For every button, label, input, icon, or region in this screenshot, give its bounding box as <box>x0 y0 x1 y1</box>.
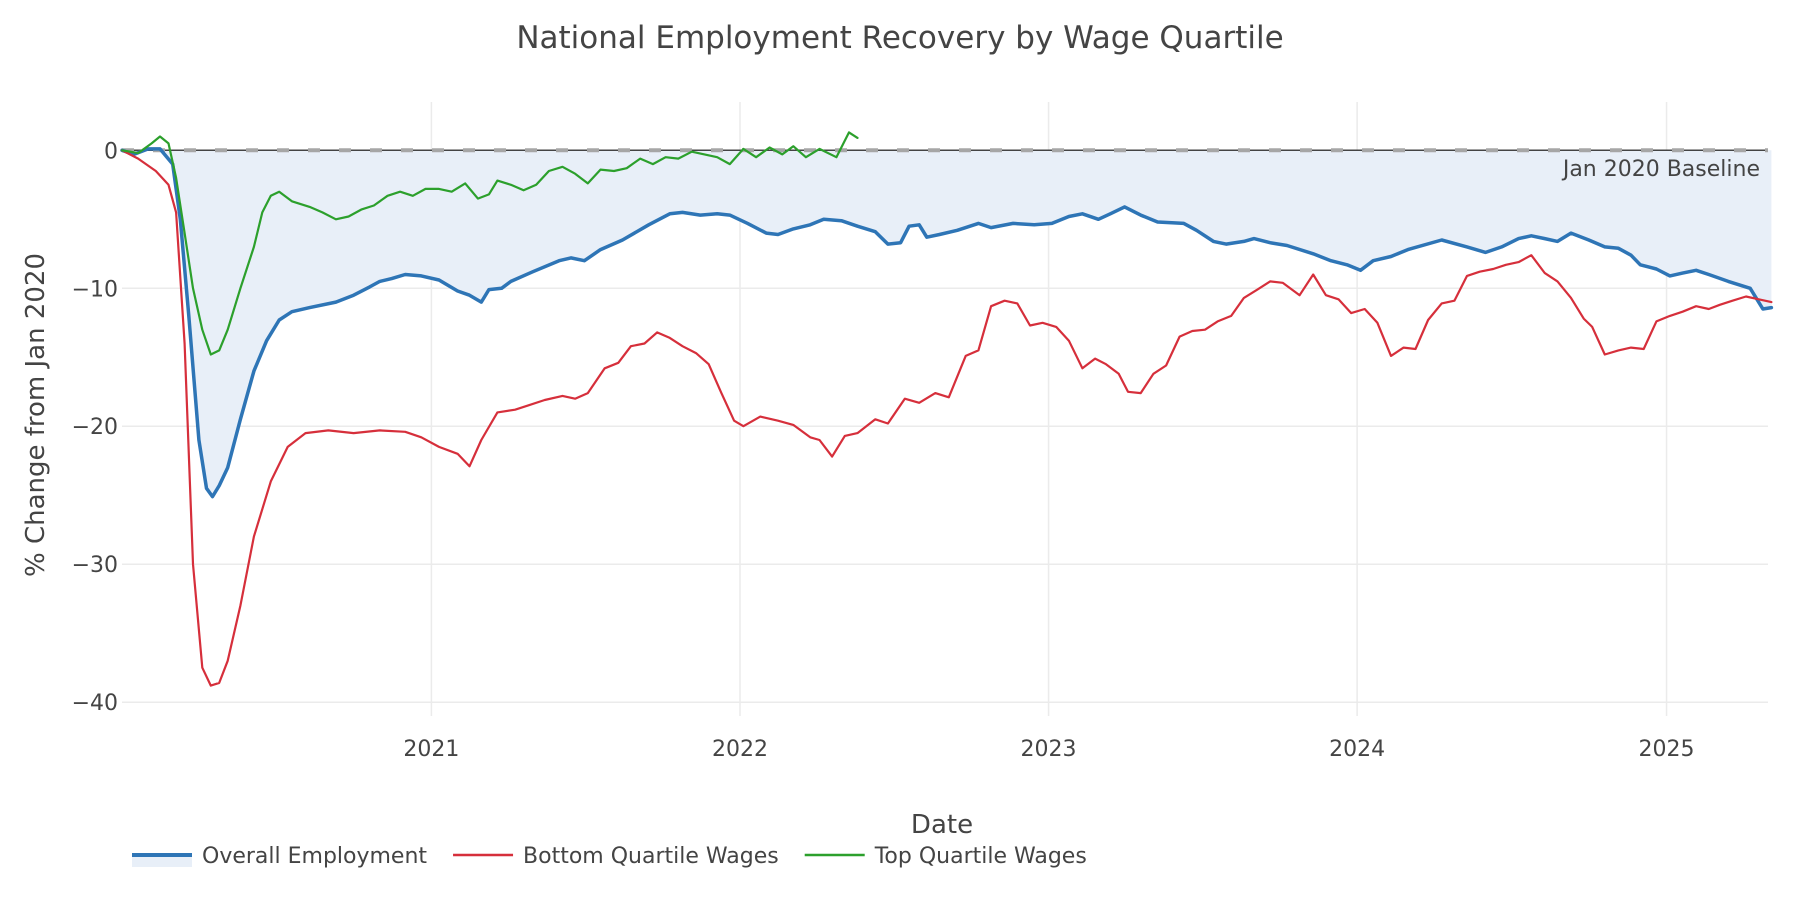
legend-item: Bottom Quartile Wages <box>453 844 779 869</box>
y-tick-label: −40 <box>72 691 118 716</box>
x-tick-label: 2023 <box>1021 737 1077 762</box>
overall-fill <box>122 148 1772 497</box>
chart-title: National Employment Recovery by Wage Qua… <box>516 20 1283 56</box>
legend-item: Top Quartile Wages <box>804 844 1087 869</box>
baseline-annotation: Jan 2020 Baseline <box>1561 157 1760 182</box>
x-tick-label: 2022 <box>712 737 768 762</box>
y-tick-label: −10 <box>72 277 118 302</box>
y-tick-label: 0 <box>104 139 118 164</box>
overall-fill-area <box>122 148 1772 497</box>
series-lines <box>120 131 1774 687</box>
legend: Overall Employment Bottom Quartile Wages T… <box>132 844 1087 869</box>
axis-ticks: 0 −10 −20 −30 −40 2021 2022 2023 2024 2025 <box>72 139 1695 762</box>
x-axis-label: Date <box>911 810 973 840</box>
series-line-3 <box>120 131 859 356</box>
legend-label: Bottom Quartile Wages <box>523 844 779 869</box>
y-tick-label: −20 <box>72 415 118 440</box>
legend-swatch-fill <box>132 855 192 867</box>
legend-label: Top Quartile Wages <box>874 844 1087 869</box>
series-line-2 <box>120 149 1773 687</box>
x-tick-label: 2021 <box>403 737 459 762</box>
legend-item: Overall Employment <box>132 844 427 869</box>
y-axis-label: % Change from Jan 2020 <box>21 253 51 577</box>
legend-label: Overall Employment <box>202 844 427 869</box>
x-tick-label: 2025 <box>1639 737 1695 762</box>
x-tick-label: 2024 <box>1329 737 1385 762</box>
y-tick-label: −30 <box>72 553 118 578</box>
series-line-1 <box>120 147 1774 499</box>
